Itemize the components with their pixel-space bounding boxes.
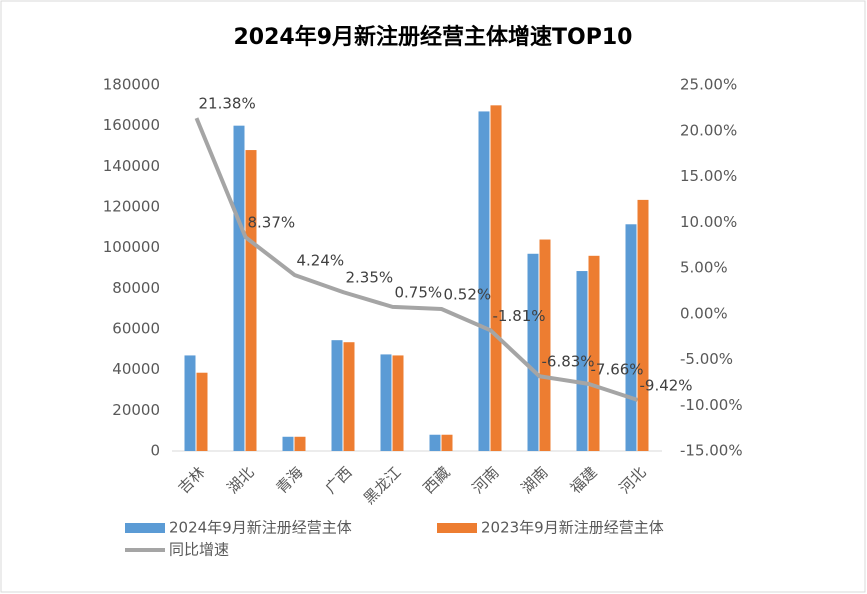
data-label: -1.81% [493,307,546,325]
bar [392,355,404,451]
bar [294,436,306,451]
bar [490,105,502,451]
line [194,117,639,402]
y-tick-label: 100000 [103,238,160,256]
bar [196,372,208,451]
bar [233,125,245,452]
bar [539,239,551,451]
bar [478,111,490,451]
legend-label: 2024年9月新注册经营主体 [169,519,352,537]
y2-tick-label: 10.00% [680,213,737,231]
y2-tick-label: -5.00% [680,350,733,368]
bar [576,271,588,451]
data-label: -7.66% [591,360,644,378]
data-label: 4.24% [297,251,345,269]
bar [184,355,196,451]
bar [625,224,637,451]
y-tick-label: 20000 [112,401,160,419]
bar [282,436,294,451]
y2-tick-label: -10.00% [680,396,743,414]
legend-swatch [125,523,165,533]
bar [637,199,649,451]
y-tick-label: 60000 [112,320,160,338]
bar [380,354,392,451]
y-tick-label: 120000 [103,198,160,216]
bar [527,253,539,451]
y2-tick-label: 15.00% [680,167,737,185]
data-label: 0.75% [395,283,443,301]
y2-tick-label: 25.00% [680,76,737,94]
y-tick-label: 180000 [103,76,160,94]
y-tick-label: 140000 [103,157,160,175]
y-tick-label: 160000 [103,116,160,134]
data-label: -9.42% [640,376,693,394]
data-label: 2.35% [346,269,394,287]
legend-label: 同比增速 [169,541,229,559]
y2-tick-label: 20.00% [680,121,737,139]
chart-title: 2024年9月新注册经营主体增速TOP10 [234,24,633,50]
bar [588,255,600,451]
bar [331,340,343,451]
bar [441,434,453,451]
y-tick-label: 40000 [112,360,160,378]
bar [429,434,441,451]
legend-label: 2023年9月新注册经营主体 [481,519,664,537]
y2-tick-label: -15.00% [680,442,743,460]
y2-tick-label: 0.00% [680,304,728,322]
y-tick-label: 0 [150,442,160,460]
data-label: -6.83% [542,353,595,371]
data-label: 8.37% [248,214,296,232]
y-tick-label: 80000 [112,279,160,297]
y2-tick-label: 5.00% [680,259,728,277]
data-label: 21.38% [199,95,256,113]
bar [245,150,257,452]
data-label: 0.52% [444,285,492,303]
legend-swatch [437,523,477,533]
bar [343,342,355,451]
